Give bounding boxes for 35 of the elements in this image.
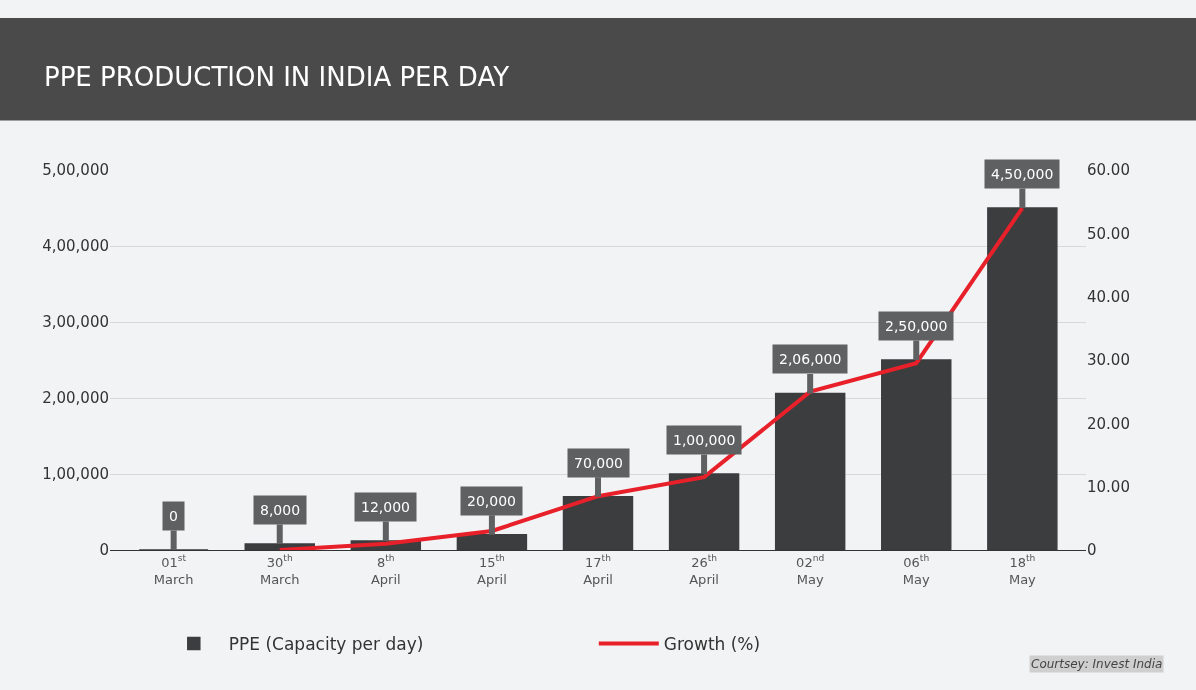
x-tick-label: 01$^{st}$ March (153, 553, 194, 587)
x-tick-label: 15$^{th}$ April (477, 553, 507, 587)
x-tick-label: 26$^{th}$ April (689, 553, 719, 587)
y-tick-label: 0 (99, 541, 109, 560)
data-label: 2,06,000 (779, 351, 842, 367)
x-tick-label: 06$^{th}$ May (902, 553, 930, 587)
y2-tick-label: 0 (1087, 541, 1097, 560)
y2-tick-label: 40.00 (1087, 287, 1130, 306)
x-tick-label: 30$^{th}$ March (259, 553, 300, 587)
data-label: 70,000 (574, 455, 623, 471)
y2-tick-label: 30.00 (1087, 351, 1130, 370)
data-label: 4,50,000 (991, 166, 1054, 182)
legend-label: PPE (Capacity per day) (228, 634, 424, 655)
legend-label: Growth (%) (663, 634, 761, 655)
y2-tick-label: 50.00 (1087, 224, 1130, 243)
chart-title: PPE PRODUCTION IN INDIA PER DAY (44, 62, 510, 92)
data-label: 12,000 (361, 499, 410, 515)
y2-tick-label: 20.00 (1087, 414, 1130, 433)
y-tick-label: 1,00,000 (42, 465, 109, 484)
data-label: 8,000 (260, 502, 301, 518)
data-label: 1,00,000 (673, 432, 736, 448)
y-tick-label: 5,00,000 (42, 161, 109, 180)
y2-tick-label: 60.00 (1087, 161, 1130, 180)
y-tick-label: 3,00,000 (42, 313, 109, 332)
y-tick-label: 4,00,000 (42, 237, 109, 256)
y-tick-label: 2,00,000 (42, 389, 109, 408)
x-tick-label: 17$^{th}$ April (583, 553, 613, 587)
text: Courtsey: Invest India (1031, 657, 1163, 671)
x-tick-label: 02$^{nd}$ May (796, 553, 825, 587)
data-label: 20,000 (467, 493, 516, 509)
x-tick-label: 18$^{th}$ May (1008, 553, 1037, 587)
data-label: 2,50,000 (885, 318, 948, 334)
x-tick-label: 8$^{th}$ April (370, 553, 401, 587)
y2-tick-label: 10.00 (1087, 477, 1130, 496)
data-label: 0 (169, 508, 178, 524)
